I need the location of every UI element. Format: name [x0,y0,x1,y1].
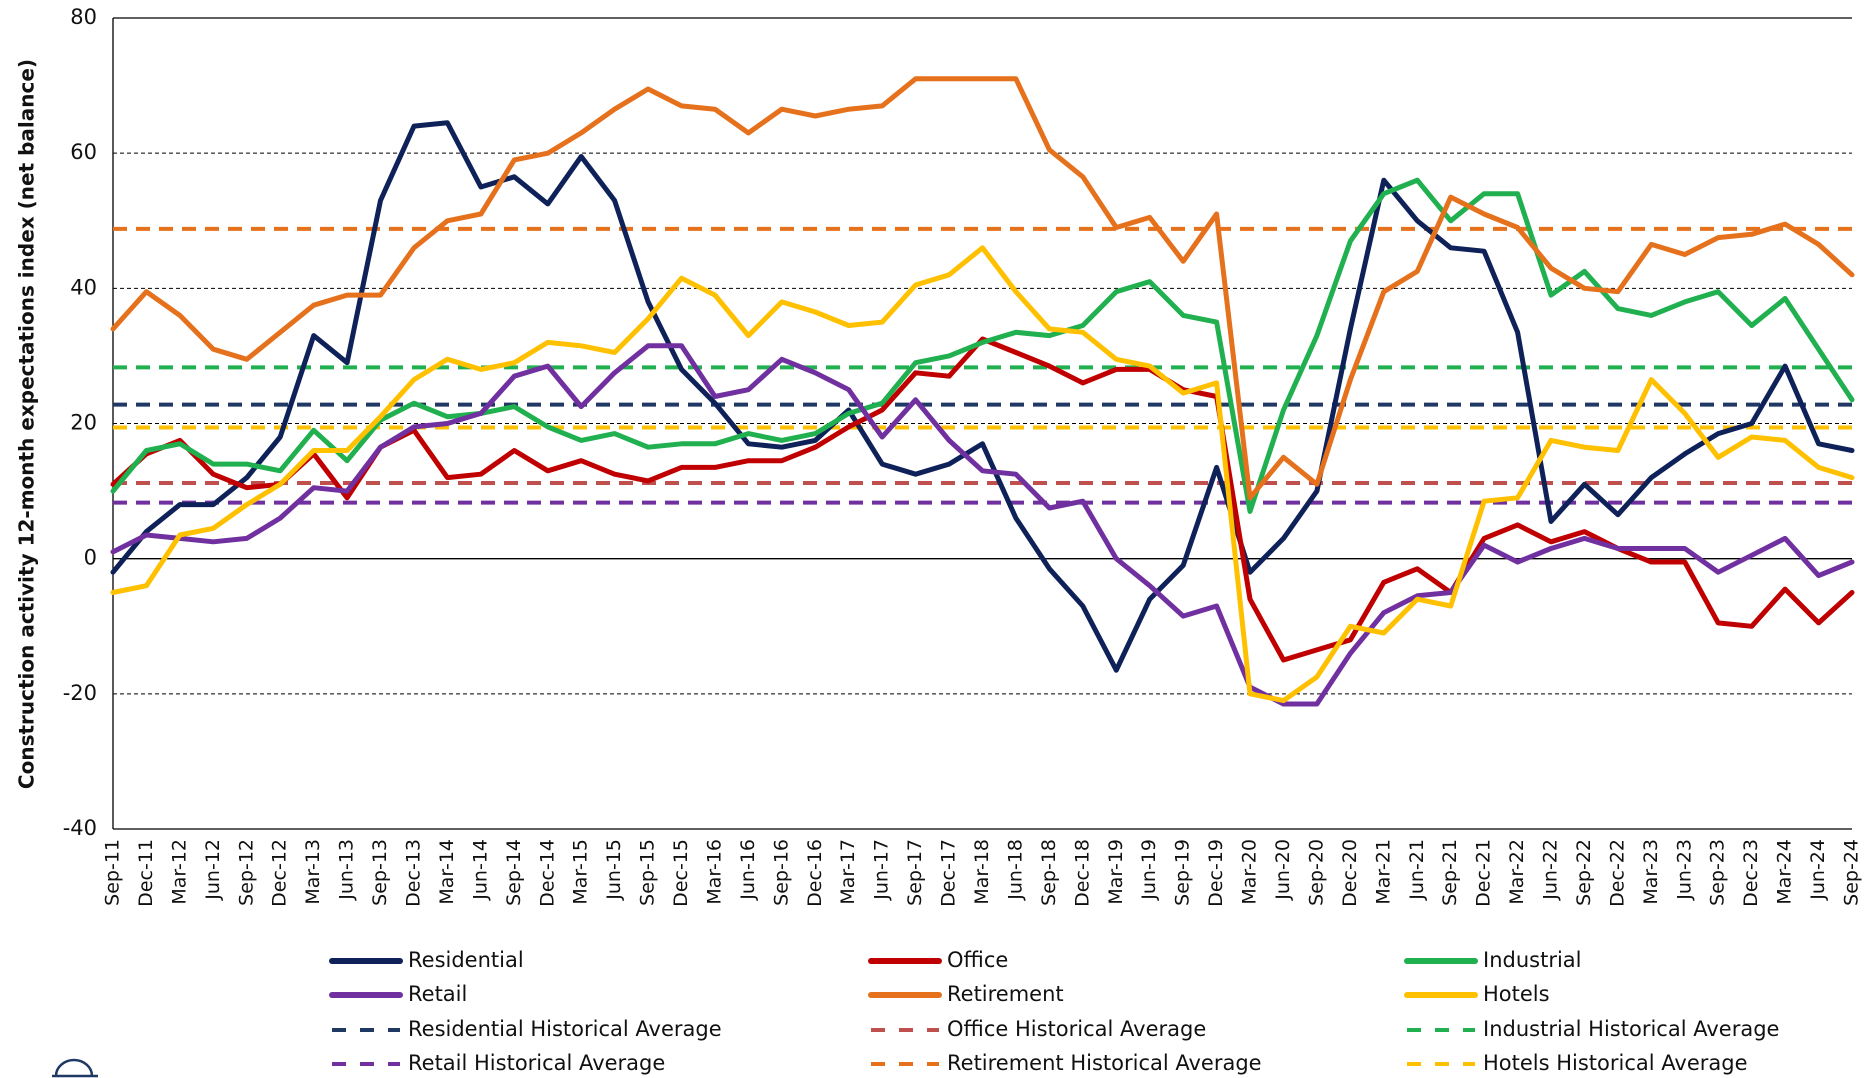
y-tick-label: 40 [70,275,97,299]
x-tick-label: Dec-15 [670,839,692,907]
x-tick-label: Sep-16 [770,839,792,906]
x-tick-label: Dec-17 [938,839,960,907]
legend-label: Industrial Historical Average [1483,1017,1779,1041]
x-tick-label: Mar-17 [837,839,859,905]
series-line [110,336,1855,663]
x-tick-label: Dec-18 [1071,839,1093,907]
legend-label: Hotels [1483,982,1550,1006]
x-tick-label: Dec-16 [804,839,826,907]
x-tick-label: Sep-19 [1172,839,1194,906]
legend-label: Retirement [947,982,1064,1006]
x-tick-label: Dec-21 [1473,839,1495,907]
x-tick-label: Sep-15 [637,839,659,906]
x-tick-label: Sep-12 [235,839,257,906]
x-tick-label: Mar-19 [1105,839,1127,905]
legend-label: Residential [408,948,524,972]
series-line [110,76,1855,501]
x-tick-label: Jun-24 [1807,839,1829,901]
x-tick-label: Mar-20 [1239,839,1261,905]
x-tick-label: Jun-17 [871,839,893,901]
x-tick-label: Jun-18 [1004,839,1026,901]
x-tick-label: Jun-20 [1272,839,1294,901]
x-tick-label: Dec-22 [1606,839,1628,907]
x-tick-label: Sep-14 [503,839,525,906]
x-tick-label: Jun-19 [1138,839,1160,901]
x-tick-label: Sep-21 [1439,839,1461,906]
x-tick-label: Dec-13 [402,839,424,907]
series-line [110,177,1855,514]
x-tick-label: Sep-11 [102,839,124,906]
legend-label: Residential Historical Average [408,1017,722,1041]
x-tick-label: Mar-16 [703,839,725,905]
x-tick-label: Mar-15 [570,839,592,905]
x-tick-label: Mar-24 [1774,839,1796,905]
series-line [110,120,1855,673]
y-tick-label: 80 [70,5,97,29]
x-tick-label: Sep-13 [369,839,391,906]
legend-label: Hotels Historical Average [1483,1051,1748,1075]
series-line [110,245,1855,704]
x-tick-label: Dec-12 [269,839,291,907]
legend-label: Retail [408,982,467,1006]
y-axis-label: Construction activity 12-month expectati… [15,59,39,789]
x-tick-label: Jun-16 [737,839,759,901]
x-tick-label: Sep-23 [1707,839,1729,906]
x-tick-label: Mar-18 [971,839,993,905]
x-tick-label: Mar-13 [302,839,324,905]
x-tick-label: Jun-21 [1406,839,1428,901]
x-tick-label: Sep-17 [904,839,926,906]
x-tick-label: Jun-13 [336,839,358,901]
x-tick-label: Sep-24 [1841,839,1863,906]
x-tick-label: Mar-12 [168,839,190,905]
y-tick-label: 0 [84,546,97,570]
x-tick-label: Jun-23 [1673,839,1695,901]
legend-label: Office Historical Average [947,1017,1206,1041]
x-tick-label: Mar-14 [436,839,458,905]
x-tick-label: Dec-19 [1205,839,1227,907]
y-tick-label: 60 [70,140,97,164]
legend-label: Office [947,948,1008,972]
x-tick-label: Mar-21 [1372,839,1394,905]
x-tick-label: Jun-15 [603,839,625,901]
x-tick-label: Sep-20 [1305,839,1327,906]
x-tick-label: Dec-11 [135,839,157,907]
y-tick-label: 20 [70,411,97,435]
y-tick-label: -20 [63,681,97,705]
x-tick-label: Mar-22 [1506,839,1528,905]
x-tick-label: Mar-23 [1640,839,1662,905]
x-tick-label: Jun-22 [1540,839,1562,901]
x-tick-label: Dec-23 [1740,839,1762,907]
x-tick-label: Sep-18 [1038,839,1060,906]
legend-label: Retail Historical Average [408,1051,665,1075]
x-tick-label: Dec-20 [1339,839,1361,907]
x-tick-label: Dec-14 [536,839,558,907]
series-line [110,343,1855,707]
x-tick-label: Jun-12 [202,839,224,901]
legend-label: Retirement Historical Average [947,1051,1262,1075]
x-tick-label: Jun-14 [469,839,491,901]
logo-icon [52,1058,98,1078]
legend-label: Industrial [1483,948,1582,972]
x-tick-label: Sep-22 [1573,839,1595,906]
y-tick-label: -40 [63,816,97,840]
